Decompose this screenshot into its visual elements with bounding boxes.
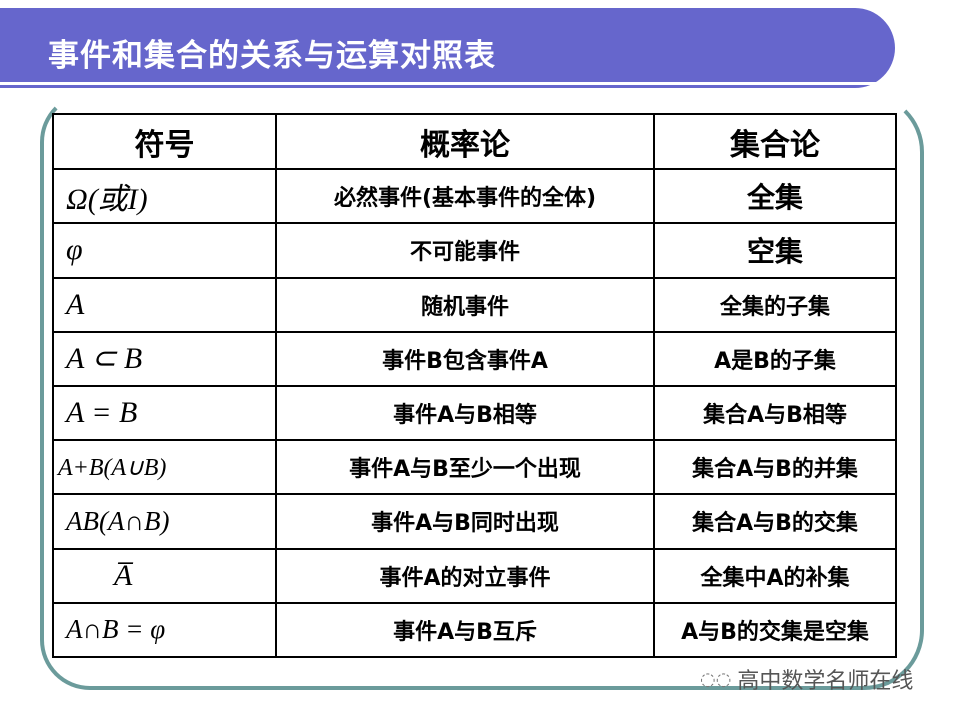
table-row: A̅ 事件A的对立事件 全集中A的补集 xyxy=(52,547,897,604)
set-cell: 集合A与B的交集 xyxy=(653,493,897,550)
probability-cell: 事件A的对立事件 xyxy=(275,547,655,604)
probability-cell: 不可能事件 xyxy=(275,222,655,279)
set-cell: A与B的交集是空集 xyxy=(653,601,897,659)
table-header-row: 符号 概率论 集合论 xyxy=(52,112,897,171)
set-cell: 全集中A的补集 xyxy=(653,547,897,604)
probability-cell: 必然事件(基本事件的全体) xyxy=(275,168,655,225)
table-row: A = B 事件A与B相等 集合A与B相等 xyxy=(52,384,897,442)
set-cell: 全集的子集 xyxy=(653,276,897,333)
header-probability: 概率论 xyxy=(275,112,655,171)
symbol-cell: AB(A∩B) xyxy=(52,493,277,550)
table-row: A+B(A∪B) 事件A与B至少一个出现 集合A与B的并集 xyxy=(52,439,897,496)
table-row: A 随机事件 全集的子集 xyxy=(52,276,897,333)
comparison-table: 符号 概率论 集合论 Ω(或I) 必然事件(基本事件的全体) 全集 φ 不可能事件 空集… xyxy=(52,112,897,659)
watermark: ◌◌ 高中数学名师在线 xyxy=(700,663,913,695)
probability-cell: 事件B包含事件A xyxy=(275,330,655,387)
symbol-cell: A xyxy=(52,276,277,333)
header-set-theory: 集合论 xyxy=(653,112,897,171)
probability-cell: 事件A与B互斥 xyxy=(275,601,655,659)
table-row: A∩B = φ 事件A与B互斥 A与B的交集是空集 xyxy=(52,601,897,659)
probability-cell: 事件A与B至少一个出现 xyxy=(275,439,655,496)
symbol-cell: Ω(或I) xyxy=(52,168,277,225)
symbol-cell: A̅ xyxy=(52,547,277,604)
symbol-cell: A ⊂ B xyxy=(52,330,277,387)
probability-cell: 事件A与B相等 xyxy=(275,384,655,442)
symbol-cell: A∩B = φ xyxy=(52,601,277,659)
table-row: AB(A∩B) 事件A与B同时出现 集合A与B的交集 xyxy=(52,493,897,550)
wechat-icon: ◌◌ xyxy=(700,668,732,690)
set-cell: 空集 xyxy=(653,222,897,279)
content-frame xyxy=(40,92,924,690)
title-bar xyxy=(0,8,895,88)
set-cell: A是B的子集 xyxy=(653,330,897,387)
watermark-text: 高中数学名师在线 xyxy=(737,669,914,694)
probability-cell: 随机事件 xyxy=(275,276,655,333)
set-cell: 集合A与B的并集 xyxy=(653,439,897,496)
probability-cell: 事件A与B同时出现 xyxy=(275,493,655,550)
title-underline xyxy=(0,82,880,85)
symbol-cell: φ xyxy=(52,222,277,279)
symbol-cell: A+B(A∪B) xyxy=(52,439,277,496)
table-row: φ 不可能事件 空集 xyxy=(52,222,897,279)
symbol-cell: A = B xyxy=(52,384,277,442)
set-cell: 集合A与B相等 xyxy=(653,384,897,442)
table-row: A ⊂ B 事件B包含事件A A是B的子集 xyxy=(52,330,897,387)
header-symbol: 符号 xyxy=(52,112,277,171)
table-row: Ω(或I) 必然事件(基本事件的全体) 全集 xyxy=(52,168,897,225)
slide-title: 事件和集合的关系与运算对照表 xyxy=(48,38,496,74)
set-cell: 全集 xyxy=(653,168,897,225)
